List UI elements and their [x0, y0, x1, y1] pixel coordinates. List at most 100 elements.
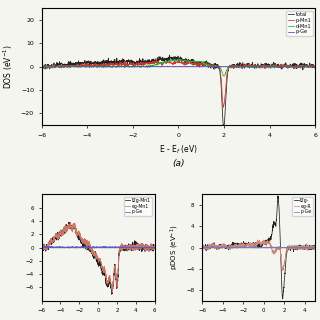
Line: p-Ge: p-Ge	[37, 246, 159, 248]
p-Ge	[240, 245, 244, 249]
p-Ge	[190, 65, 194, 68]
total	[68, 60, 71, 64]
p-Mn1	[188, 58, 192, 62]
eg-R	[213, 245, 217, 249]
eg-Mn1	[69, 220, 73, 224]
p-Mn1	[68, 65, 71, 69]
p-Ge	[253, 246, 257, 250]
t2g-	[213, 246, 217, 250]
Line: p-Ge: p-Ge	[30, 66, 320, 67]
eg-R	[256, 238, 260, 242]
p-Ge	[157, 65, 161, 68]
eg-R	[281, 269, 285, 273]
eg-R	[218, 246, 221, 250]
Line: t2g-: t2g-	[197, 196, 320, 299]
t2g-Mn1	[35, 247, 39, 251]
eg-Mn1	[88, 244, 92, 248]
t2g-	[253, 244, 257, 248]
t2g-Mn1	[56, 236, 60, 240]
p-Ge	[128, 65, 132, 68]
d-Mn1	[157, 61, 161, 65]
p-Ge	[265, 246, 269, 250]
p-Mn1	[28, 66, 32, 69]
Y-axis label: DOS (eV$^{-1}$): DOS (eV$^{-1}$)	[2, 44, 15, 89]
p-Ge	[205, 245, 209, 249]
Legend: t2g-Mn1, eg-Mn1, p-Ge: t2g-Mn1, eg-Mn1, p-Ge	[124, 197, 152, 216]
d-Mn1	[222, 74, 226, 78]
p-Ge	[88, 245, 92, 249]
total	[222, 125, 226, 129]
X-axis label: E - E$_f$ (eV): E - E$_f$ (eV)	[159, 143, 198, 156]
p-Mn1	[78, 65, 82, 69]
total	[157, 59, 161, 63]
p-Ge	[157, 245, 161, 249]
p-Ge	[184, 65, 188, 68]
p-Ge	[137, 246, 140, 250]
t2g-Mn1	[76, 233, 80, 237]
Line: t2g-Mn1: t2g-Mn1	[37, 222, 159, 294]
p-Ge	[35, 246, 39, 250]
d-Mn1	[78, 65, 82, 69]
t2g-Mn1	[67, 220, 71, 224]
p-Ge	[270, 65, 274, 69]
t2g-	[276, 194, 280, 198]
d-Mn1	[177, 57, 180, 61]
Line: eg-R: eg-R	[197, 240, 320, 271]
Text: (a): (a)	[172, 159, 185, 168]
total	[28, 62, 32, 66]
total	[168, 53, 172, 57]
eg-Mn1	[51, 240, 55, 244]
p-Mn1	[190, 62, 194, 66]
eg-Mn1	[35, 247, 39, 251]
p-Mn1	[157, 61, 161, 65]
p-Ge	[75, 244, 79, 248]
p-Ge	[100, 245, 103, 249]
eg-Mn1	[102, 267, 106, 271]
Line: total: total	[30, 55, 320, 127]
eg-Mn1	[157, 246, 161, 250]
eg-R	[195, 247, 199, 251]
eg-Mn1	[100, 263, 103, 267]
eg-Mn1	[110, 291, 114, 295]
d-Mn1	[184, 59, 188, 63]
t2g-Mn1	[100, 268, 103, 272]
p-Ge	[102, 245, 106, 249]
t2g-Mn1	[51, 239, 55, 243]
Line: p-Ge: p-Ge	[197, 247, 320, 248]
d-Mn1	[190, 59, 194, 63]
p-Ge	[274, 246, 277, 250]
t2g-	[268, 237, 272, 241]
p-Ge	[56, 245, 60, 249]
total	[190, 59, 194, 63]
eg-R	[268, 243, 272, 247]
d-Mn1	[28, 64, 32, 68]
d-Mn1	[68, 64, 71, 68]
p-Ge	[56, 64, 60, 68]
t2g-	[281, 297, 284, 301]
eg-R	[265, 240, 269, 244]
Line: d-Mn1: d-Mn1	[30, 59, 320, 76]
t2g-Mn1	[110, 292, 114, 296]
p-Ge	[218, 246, 221, 250]
p-Mn1	[221, 106, 225, 109]
t2g-	[218, 245, 221, 249]
Y-axis label: pDOS (eV$^{-1}$): pDOS (eV$^{-1}$)	[169, 225, 181, 270]
eg-R	[240, 243, 244, 246]
p-Ge	[213, 245, 217, 249]
p-Ge	[78, 65, 82, 68]
t2g-Mn1	[157, 245, 161, 249]
X-axis label: E - E$_f$ (eV): E - E$_f$ (eV)	[241, 319, 277, 320]
eg-Mn1	[76, 232, 80, 236]
p-Mn1	[128, 63, 132, 67]
p-Ge	[76, 246, 80, 250]
p-Ge	[195, 245, 199, 249]
p-Ge	[68, 64, 72, 68]
t2g-Mn1	[88, 249, 92, 252]
t2g-Mn1	[102, 270, 106, 274]
t2g-	[240, 245, 244, 249]
Legend: total, p-Mn1, d-Mn1, p-Ge: total, p-Mn1, d-Mn1, p-Ge	[286, 11, 313, 36]
t2g-	[265, 238, 269, 242]
eg-Mn1	[56, 234, 60, 238]
total	[184, 59, 188, 63]
Legend: t2g-, eg-R, p-Ge: t2g-, eg-R, p-Ge	[292, 197, 313, 216]
